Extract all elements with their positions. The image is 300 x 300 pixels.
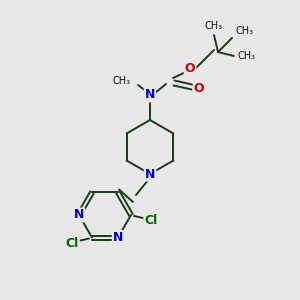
Text: N: N xyxy=(145,167,155,181)
Text: N: N xyxy=(113,231,123,244)
Text: CH₃: CH₃ xyxy=(205,21,223,31)
Text: Cl: Cl xyxy=(144,214,158,227)
Text: CH₃: CH₃ xyxy=(236,26,254,36)
Text: O: O xyxy=(185,61,195,74)
Text: CH₃: CH₃ xyxy=(113,76,131,86)
Text: N: N xyxy=(74,208,84,221)
Text: O: O xyxy=(194,82,204,94)
Text: N: N xyxy=(145,88,155,101)
Text: Cl: Cl xyxy=(65,237,79,250)
Text: CH₃: CH₃ xyxy=(238,51,256,61)
